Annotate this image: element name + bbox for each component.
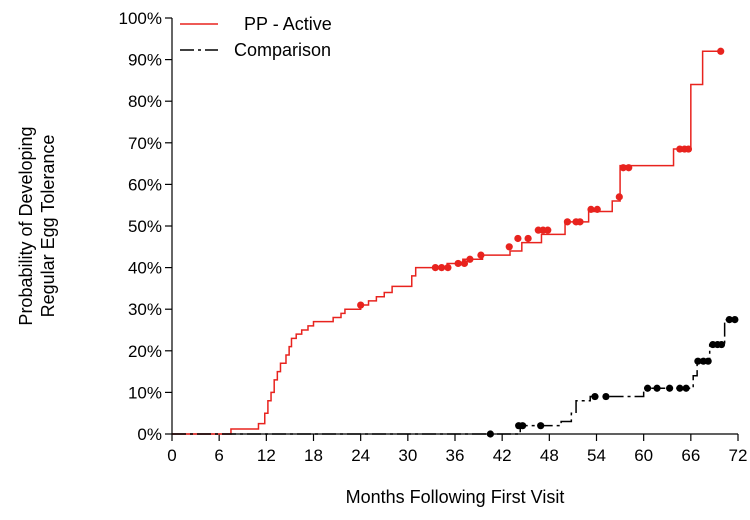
y-axis-title-line: Probability of Developing [16, 126, 36, 325]
x-tick-label: 0 [167, 446, 176, 465]
series-pp-active [172, 47, 725, 435]
censor-point [591, 392, 599, 401]
censor-point [666, 384, 674, 392]
censor-point [676, 384, 684, 392]
censor-point [460, 259, 469, 268]
axes: 0% 10% 20% 30% 40% 50% 60% 70% 80% 90% 100% 0 6 12 18 2… [16, 9, 747, 507]
censor-point [444, 264, 452, 272]
censor-point [694, 357, 702, 365]
censor-point [514, 234, 522, 243]
x-tick-label: 12 [257, 446, 276, 465]
y-tick-label: 50% [128, 217, 162, 236]
y-tick-label: 70% [128, 134, 162, 153]
censor-point [731, 316, 739, 324]
censor-point [519, 422, 527, 430]
censor-point [524, 234, 532, 243]
x-axis-title: Months Following First Visit [346, 487, 565, 507]
y-axis-title: Probability of Developing Regular Egg Tol… [16, 126, 58, 325]
y-tick-label: 100% [119, 9, 162, 28]
censor-point [717, 47, 725, 55]
censor-point [593, 205, 601, 213]
y-tick-label: 40% [128, 259, 162, 278]
x-tick-label: 72 [729, 446, 748, 465]
x-tick-label: 60 [634, 446, 653, 465]
censor-point [615, 193, 623, 201]
x-tick-label: 24 [351, 446, 370, 465]
y-tick-label: 10% [128, 383, 162, 402]
y-tick-label: 90% [128, 51, 162, 70]
censor-point [587, 205, 595, 213]
y-tick-label: 80% [128, 92, 162, 111]
censor-point [466, 255, 474, 263]
series-comparison [172, 316, 739, 438]
x-tick-label: 36 [446, 446, 465, 465]
legend-label: PP - Active [244, 14, 332, 34]
censor-point [576, 218, 584, 226]
censor-point [682, 384, 690, 392]
censor-point [602, 392, 610, 401]
y-tick-label: 60% [128, 175, 162, 194]
censor-point [454, 259, 462, 268]
series-layer [172, 47, 739, 438]
censor-point [704, 357, 712, 365]
x-tick-label: 18 [304, 446, 323, 465]
censor-point [643, 384, 652, 392]
x-tick-label: 54 [587, 446, 606, 465]
legend: PP - Active Comparison [180, 14, 332, 60]
censor-point [684, 145, 693, 153]
censor-point [619, 164, 627, 172]
x-tick-label: 66 [681, 446, 700, 465]
censor-point [505, 243, 513, 251]
censor-point [357, 301, 365, 309]
censor-point [625, 164, 633, 172]
x-tick-label: 42 [493, 446, 512, 465]
y-tick-label: 0% [137, 425, 162, 444]
censor-point [477, 251, 485, 259]
y-tick-label: 30% [128, 300, 162, 319]
censor-point [537, 422, 545, 430]
censor-point [544, 226, 552, 234]
censor-point [725, 316, 733, 324]
series-line [172, 318, 736, 435]
y-axis-title-line: Regular Egg Tolerance [38, 135, 58, 318]
censor-point [438, 264, 446, 272]
censor-point [563, 218, 572, 226]
censor-point [486, 430, 494, 438]
censor-point [431, 264, 439, 272]
x-tick-label: 6 [214, 446, 223, 465]
censor-point [653, 384, 661, 392]
censor-point [717, 340, 726, 349]
y-tick-label: 20% [128, 342, 162, 361]
legend-label: Comparison [234, 40, 331, 60]
series-line [172, 50, 723, 435]
x-tick-label: 30 [398, 446, 417, 465]
x-tick-label: 48 [540, 446, 559, 465]
